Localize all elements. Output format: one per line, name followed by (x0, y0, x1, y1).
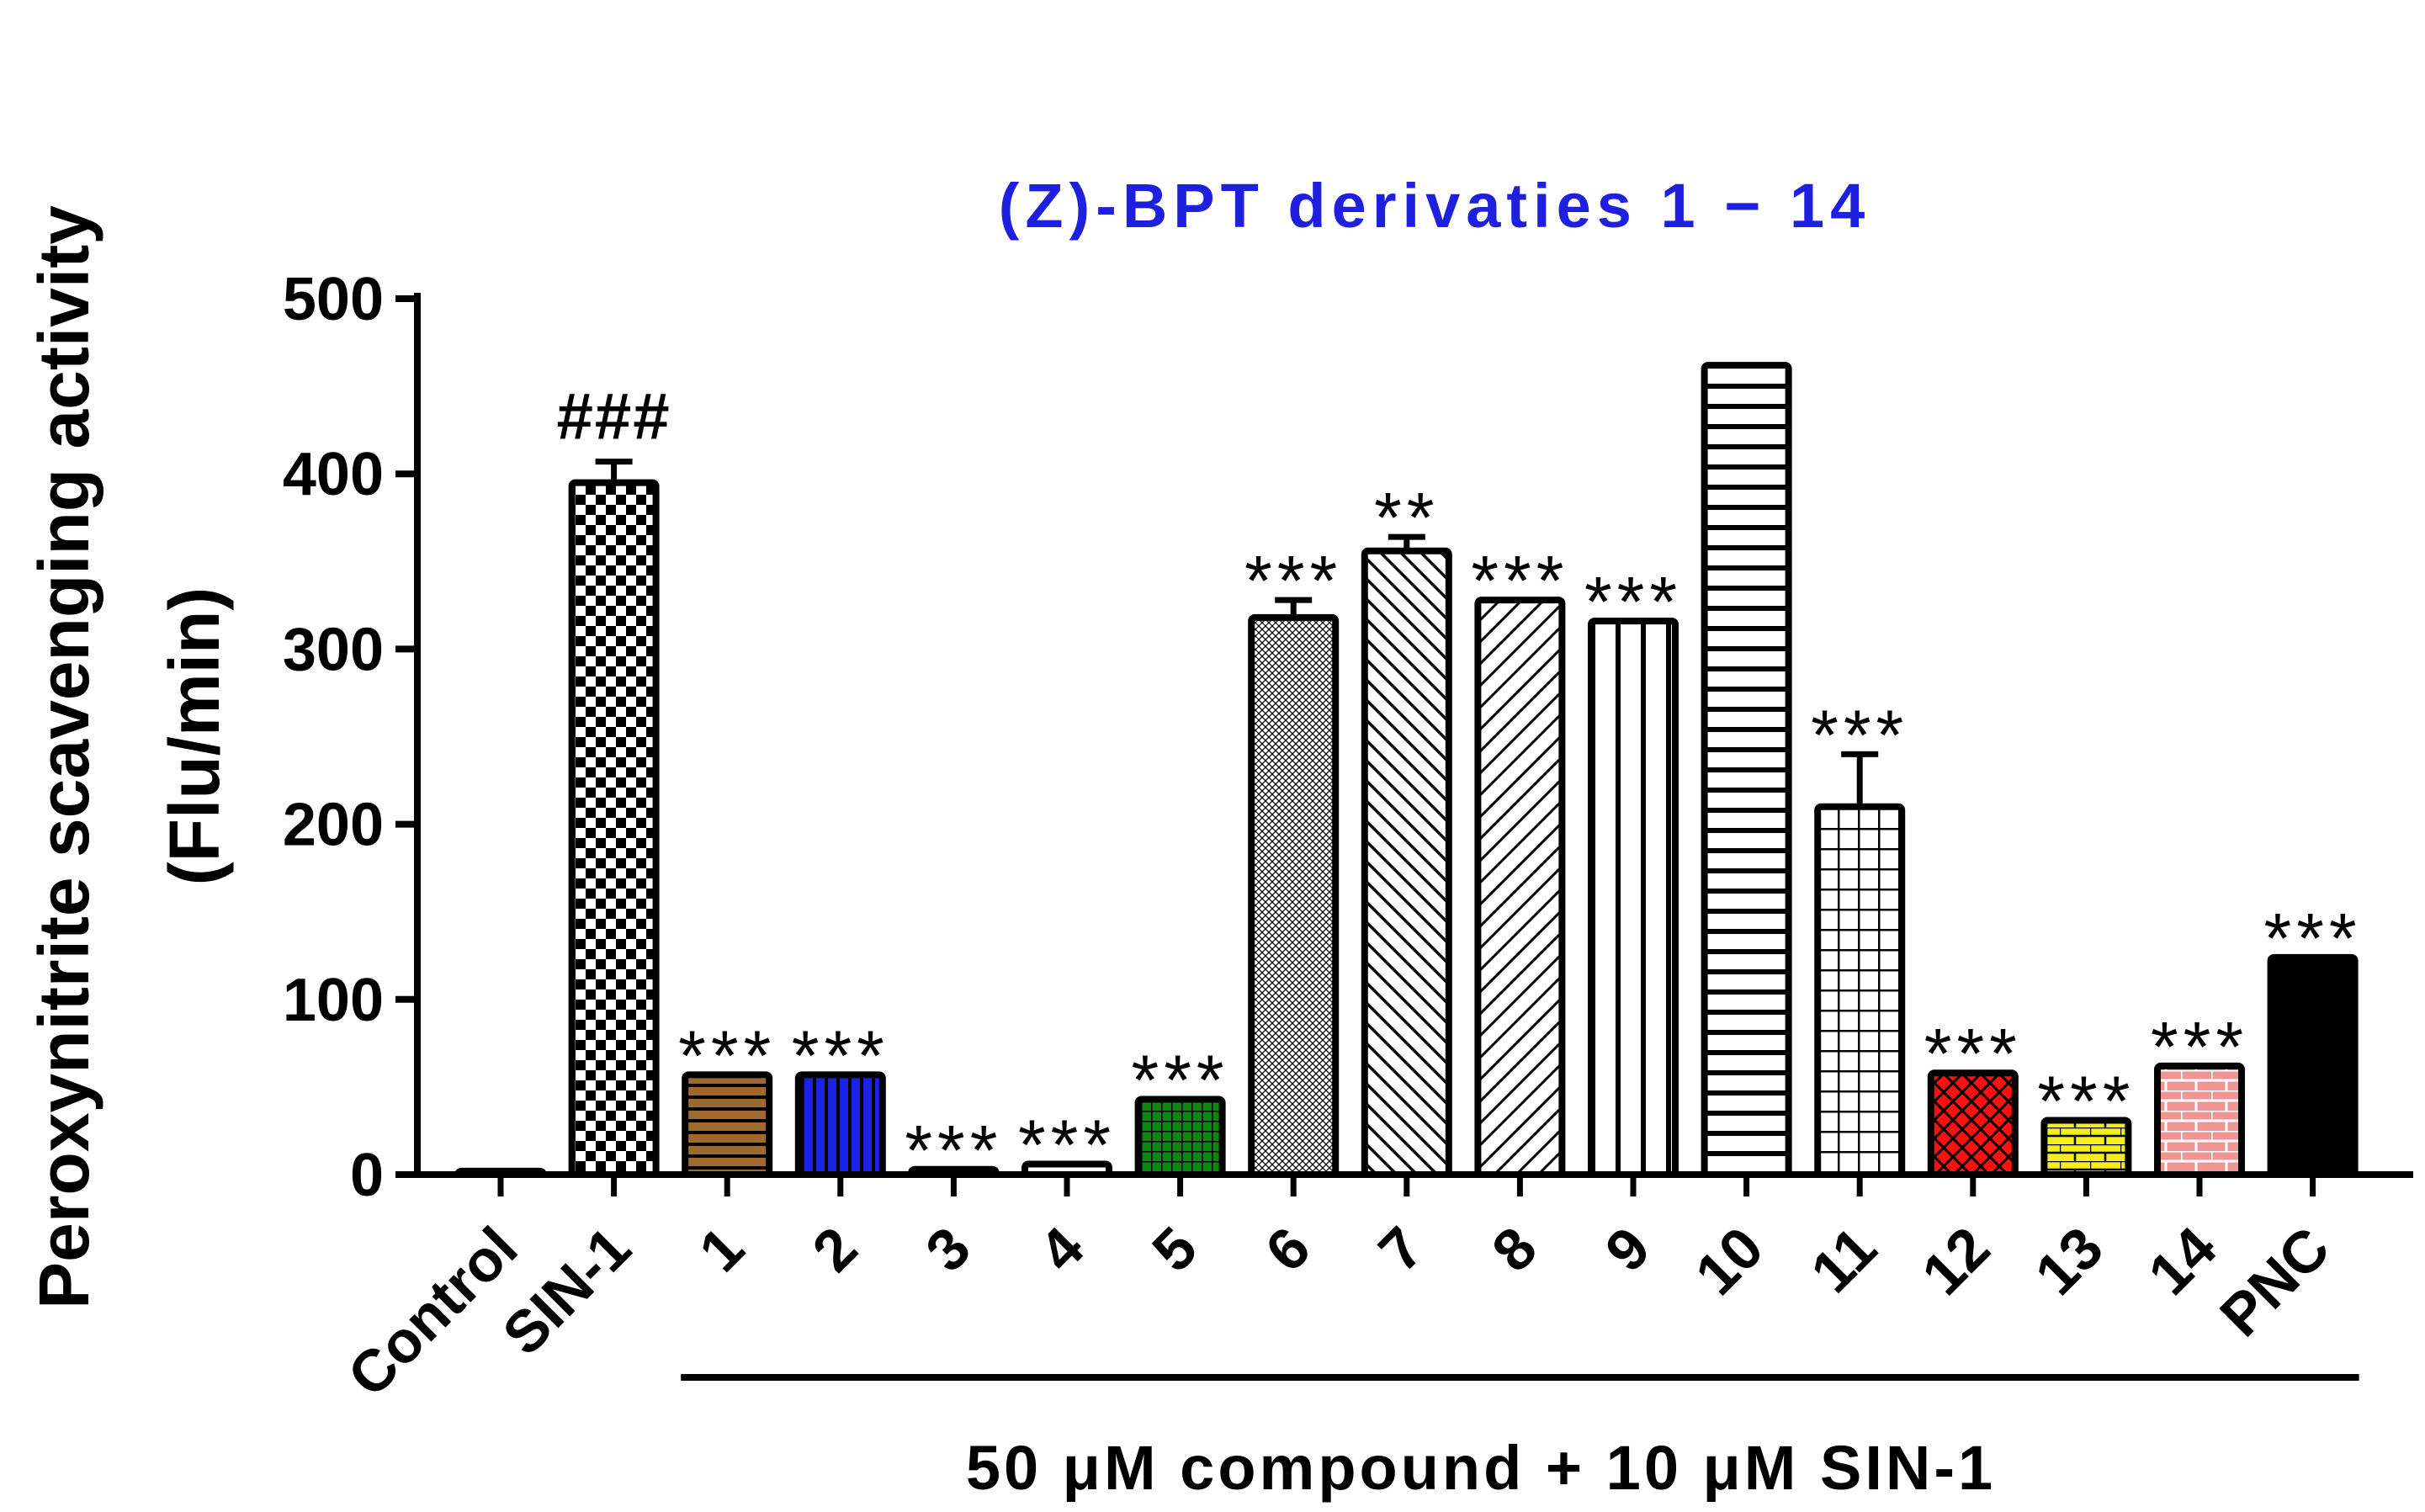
significance-label: *** (1132, 1040, 1229, 1119)
significance-label: ** (1374, 478, 1439, 557)
significance-label: *** (2264, 899, 2362, 978)
bar-7 (1361, 547, 1452, 1178)
x-tick-label: 10 (1683, 1214, 1775, 1307)
y-tick-label: 0 (350, 1142, 384, 1209)
x-tick-label: 11 (1798, 1214, 1888, 1304)
bar-8 (1474, 597, 1566, 1178)
significance-label: *** (1471, 541, 1568, 620)
bar-11 (1814, 803, 1906, 1179)
significance-label: *** (1924, 1014, 2022, 1093)
bar-control (455, 1167, 546, 1179)
x-tick-label: 8 (1479, 1214, 1549, 1284)
significance-label: *** (1018, 1106, 1116, 1185)
x-tick-label: 3 (913, 1214, 983, 1284)
x-tick-label: 1 (687, 1214, 756, 1284)
y-tick-label: 400 (283, 441, 384, 508)
significance-label: *** (1244, 541, 1342, 620)
chart-title: (Z)-BPT derivaties 1 − 14 (999, 171, 1871, 241)
x-tick-label: 6 (1253, 1214, 1323, 1284)
y-tick-label: 300 (283, 616, 384, 683)
significance-label: *** (678, 1016, 776, 1095)
x-tick-label: 4 (1027, 1214, 1096, 1284)
x-tick-label: 13 (2023, 1214, 2115, 1307)
x-tick-label: SIN-1 (491, 1214, 644, 1367)
significance-label: ### (557, 379, 671, 454)
y-axis-label: Peroxynitrite scavenging activity (24, 205, 103, 1309)
significance-label: *** (2151, 1007, 2248, 1086)
y-axis-label-units: (Flu/min) (155, 587, 234, 886)
bar-pnc (2267, 953, 2359, 1179)
significance-label: *** (792, 1016, 889, 1095)
y-tick-label: 100 (283, 967, 384, 1034)
bar-6 (1248, 613, 1340, 1178)
significance-label: *** (1584, 562, 1682, 641)
bar-10 (1701, 362, 1792, 1178)
y-tick-label: 500 (283, 266, 384, 333)
x-tick-label: 2 (800, 1214, 870, 1284)
significance-label: *** (2037, 1061, 2135, 1140)
significance-label: *** (1811, 695, 1908, 774)
bar-9 (1588, 618, 1679, 1178)
bar-sin-1 (568, 479, 660, 1178)
y-tick-label: 200 (283, 792, 384, 859)
x-tick-label: 7 (1366, 1214, 1436, 1284)
x-tick-label: 5 (1140, 1214, 1210, 1284)
x-tick-label: 9 (1593, 1214, 1663, 1284)
x-tick-label: PNC (2208, 1214, 2343, 1349)
x-axis-label: 50 μM compound + 10 μM SIN-1 (966, 1433, 1996, 1503)
x-tick-label: 14 (2136, 1214, 2228, 1307)
x-tick-label: 12 (1909, 1214, 2002, 1307)
